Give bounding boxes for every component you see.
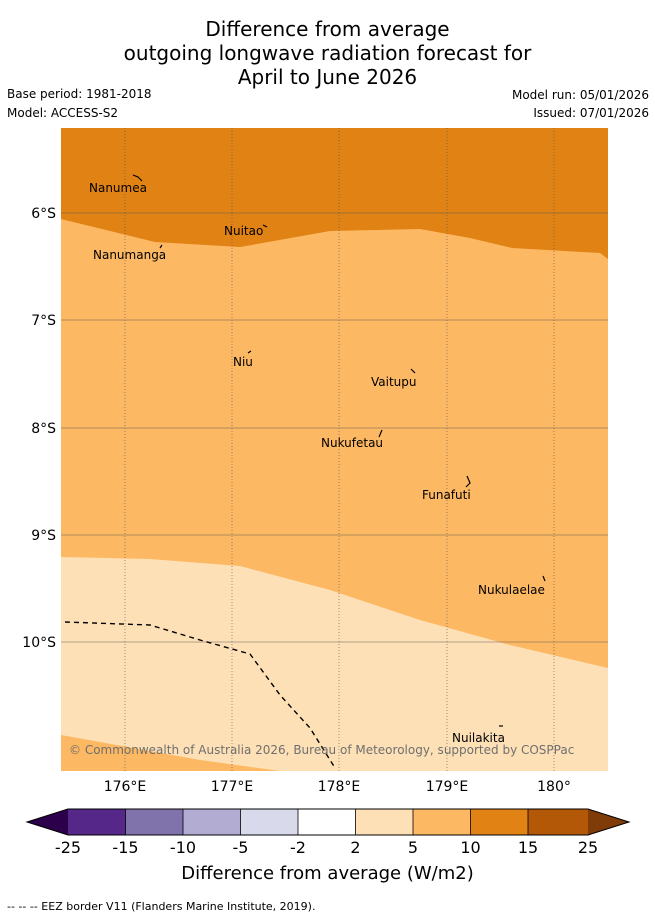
eez-border-line (64, 621, 336, 769)
graticule-lon (124, 128, 555, 771)
colorbar-tick-label: -5 (233, 838, 249, 857)
place-label-nuilakita: Nuilakita (452, 731, 505, 745)
island-funafuti-shape (465, 475, 471, 488)
issued-date: Issued: 07/01/2026 (533, 106, 649, 120)
colorbar-tick-label: 25 (578, 838, 598, 857)
colorbar-tick-label: -10 (170, 838, 196, 857)
lat-label-8s: 8°S (31, 421, 56, 437)
colorbar-segment-8 (470, 809, 528, 835)
eez-legend-note: -- -- -- EEZ border V11 (Flanders Marine… (7, 900, 316, 913)
island-niu-shape (247, 350, 252, 354)
island-nuitao-shape (262, 224, 268, 228)
base-period: Base period: 1981-2018 (7, 87, 152, 101)
lat-label-10s: 10°S (22, 635, 56, 651)
lat-label-7s: 7°S (31, 313, 56, 329)
lon-label-178e: 178°E (318, 779, 361, 795)
colorbar-tick-label: 5 (408, 838, 418, 857)
colorbar-tick-label: 10 (460, 838, 480, 857)
colorbar-arrow-low (27, 809, 68, 835)
place-label-nuitao: Nuitao (224, 224, 263, 238)
lon-labels: 176°E 177°E 178°E 179°E 180° (104, 779, 571, 795)
colorbar: -25 -15 -10 -5 -2 2 5 10 15 25 (25, 808, 631, 857)
place-label-vaitupu: Vaitupu (371, 375, 417, 389)
colorbar-title: Difference from average (W/m2) (181, 863, 474, 884)
colorbar-tick-labels: -25 -15 -10 -5 -2 2 5 10 15 25 (55, 838, 598, 857)
model-run: Model run: 05/01/2026 (511, 88, 649, 102)
place-label-funafuti: Funafuti (422, 488, 471, 502)
place-label-nanumea: Nanumea (89, 181, 147, 195)
lat-labels: 6°S 7°S 8°S 9°S 10°S (22, 206, 56, 651)
title-line-1: Difference from average (205, 17, 450, 41)
band-2-5 (61, 557, 608, 771)
graticule (61, 212, 608, 643)
island-nukulaelae-shape (542, 575, 546, 582)
colorbar-segment-4 (240, 809, 298, 835)
colorbar-segment-2 (125, 809, 183, 835)
island-nanumanga-shape (159, 244, 163, 249)
colorbar-tick-label: -15 (112, 838, 138, 857)
place-label-nukufetau: Nukufetau (321, 436, 383, 450)
model-name: Model: ACCESS-S2 (7, 106, 119, 120)
place-label-nukulaelae: Nukulaelae (478, 583, 545, 597)
title-line-3: April to June 2026 (237, 65, 418, 89)
colorbar-outline (25, 808, 631, 836)
band-10-15 (61, 128, 608, 259)
lat-label-6s: 6°S (31, 206, 56, 222)
place-label-nanumanga: Nanumanga (93, 248, 166, 262)
colorbar-arrow-high (588, 809, 629, 835)
colorbar-segment-1 (68, 809, 126, 835)
title-line-2: outgoing longwave radiation forecast for (123, 41, 532, 65)
place-label-niu: Niu (233, 355, 253, 369)
map-panel: Nanumea Nuitao Nanumanga Niu Vaitupu Nuk… (61, 128, 608, 771)
lon-label-177e: 177°E (211, 779, 254, 795)
island-vaitupu-shape (410, 368, 416, 374)
colorbar-tick-label: -25 (55, 838, 81, 857)
colorbar-tick-label: -2 (290, 838, 306, 857)
colorbar-segment-7 (413, 809, 471, 835)
lon-label-176e: 176°E (104, 779, 147, 795)
place-labels: Nanumea Nuitao Nanumanga Niu Vaitupu Nuk… (89, 181, 545, 745)
colorbar-segment-9 (528, 809, 588, 835)
colorbar-tick-label: 2 (350, 838, 360, 857)
colorbar-segment-6 (355, 809, 413, 835)
island-nukufetau-shape (378, 429, 383, 438)
lon-label-180: 180° (537, 779, 571, 795)
island-nanumea-shape (132, 174, 143, 182)
colorbar-segment-3 (183, 809, 241, 835)
lon-label-179e: 179°E (426, 779, 469, 795)
colorbar-dividers (125, 809, 529, 835)
colorbar-tick-label: 15 (518, 838, 538, 857)
lat-label-9s: 9°S (31, 528, 56, 544)
colorbar-segment-5 (298, 809, 356, 835)
copyright-notice: © Commonwealth of Australia 2026, Bureau… (69, 743, 574, 757)
island-coastlines (132, 174, 546, 727)
